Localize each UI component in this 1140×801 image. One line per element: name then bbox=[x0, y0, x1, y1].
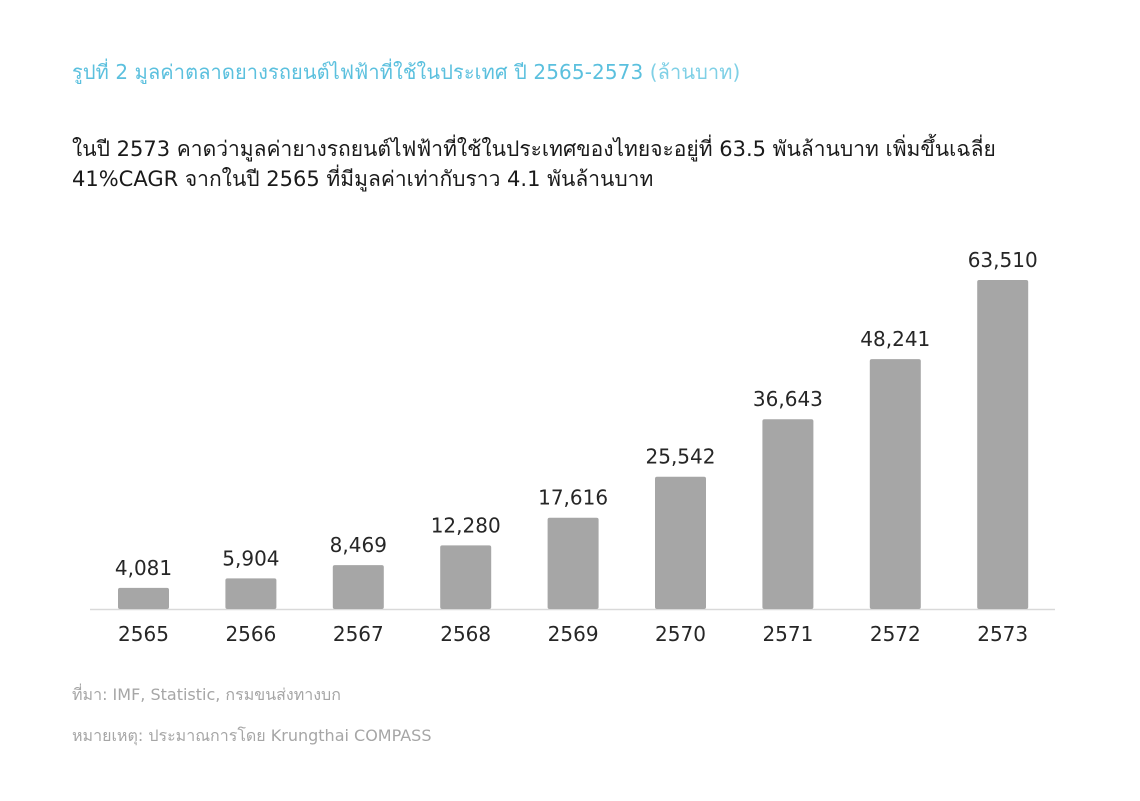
x-tick-label-2565: 2565 bbox=[118, 622, 169, 646]
data-label-2565: 4,081 bbox=[115, 556, 172, 580]
bar-2569 bbox=[547, 517, 599, 609]
bar-2573 bbox=[977, 280, 1029, 609]
data-label-2573: 63,510 bbox=[968, 248, 1038, 272]
data-label-2572: 48,241 bbox=[860, 327, 930, 351]
data-label-2571: 36,643 bbox=[753, 387, 823, 411]
figure-title: รูปที่ 2 มูลค่าตลาดยางรถยนต์ไฟฟ้าที่ใช้ใ… bbox=[72, 56, 740, 88]
summary-text: ในปี 2573 คาดว่ามูลค่ายางรถยนต์ไฟฟ้าที่ใ… bbox=[72, 134, 1082, 194]
bar-2572 bbox=[869, 359, 921, 609]
bar-chart: 4,081 2565 5,904 2566 8,469 2567 12,280 2568 17,… bbox=[90, 248, 1055, 646]
data-label-2566: 5,904 bbox=[222, 546, 279, 570]
bar-2567 bbox=[332, 565, 384, 609]
x-tick-label-2567: 2567 bbox=[333, 622, 384, 646]
data-label-2569: 17,616 bbox=[538, 486, 608, 510]
bar-2566 bbox=[225, 578, 277, 609]
summary-line-1: ในปี 2573 คาดว่ามูลค่ายางรถยนต์ไฟฟ้าที่ใ… bbox=[72, 137, 996, 161]
bar-2568 bbox=[440, 545, 492, 609]
data-label-2570: 25,542 bbox=[646, 445, 716, 469]
bar-2571 bbox=[762, 419, 814, 609]
data-label-2567: 8,469 bbox=[330, 533, 387, 557]
x-tick-label-2571: 2571 bbox=[762, 622, 813, 646]
x-tick-label-2570: 2570 bbox=[655, 622, 706, 646]
data-label-2568: 12,280 bbox=[431, 513, 501, 537]
summary-line-2: 41%CAGR จากในปี 2565 ที่มีมูลค่าเท่ากับร… bbox=[72, 167, 654, 191]
x-tick-label-2573: 2573 bbox=[977, 622, 1028, 646]
figure-title-unit: (ล้านบาท) bbox=[649, 60, 741, 84]
x-tick-label-2569: 2569 bbox=[548, 622, 599, 646]
bar-2565 bbox=[118, 587, 169, 609]
x-tick-label-2572: 2572 bbox=[870, 622, 921, 646]
x-tick-label-2566: 2566 bbox=[225, 622, 276, 646]
source-note: ที่มา: IMF, Statistic, กรมขนส่งทางบก bbox=[72, 685, 341, 704]
x-tick-label-2568: 2568 bbox=[440, 622, 491, 646]
figure-title-main: รูปที่ 2 มูลค่าตลาดยางรถยนต์ไฟฟ้าที่ใช้ใ… bbox=[72, 60, 644, 84]
remark-note: หมายเหตุ: ประมาณการโดย Krungthai COMPASS bbox=[72, 726, 432, 745]
bar-2570 bbox=[655, 476, 706, 609]
